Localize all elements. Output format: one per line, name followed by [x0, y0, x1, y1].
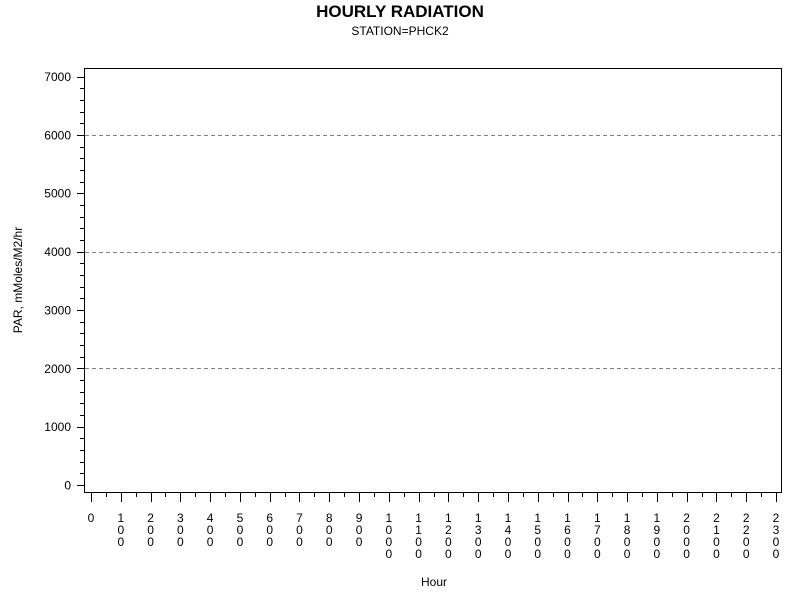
y-axis: 0 1000 2000 3000 4000 5000 6000 7000	[44, 70, 84, 493]
y-tick-label: 6000	[44, 128, 71, 142]
y-tick-label: 0	[64, 479, 71, 493]
y-tick-label: 7000	[44, 70, 71, 84]
y-tick-label: 3000	[44, 303, 71, 317]
y-tick-label: 2000	[44, 362, 71, 376]
chart-subtitle: STATION=PHCK2	[351, 24, 449, 38]
chart-title: HOURLY RADIATION	[316, 2, 484, 21]
x-axis: 0 1 0 0 2 0 0 3 0 0 4 0 0 5 0 0 6 0 0 7 0 0 8 0 0 9 0 0 1 0 0 0 1 1 0 0 1 2 0 0…	[88, 493, 780, 561]
x-axis-label: Hour	[421, 575, 447, 589]
x-tick-label: 0	[88, 511, 95, 525]
y-tick-label: 1000	[44, 420, 71, 434]
y-tick-label: 4000	[44, 245, 71, 259]
reference-lines	[85, 135, 781, 369]
y-tick-label: 5000	[44, 187, 71, 201]
plot-area	[84, 68, 782, 493]
y-axis-label: PAR, mMoles/M2/hr	[11, 227, 25, 333]
